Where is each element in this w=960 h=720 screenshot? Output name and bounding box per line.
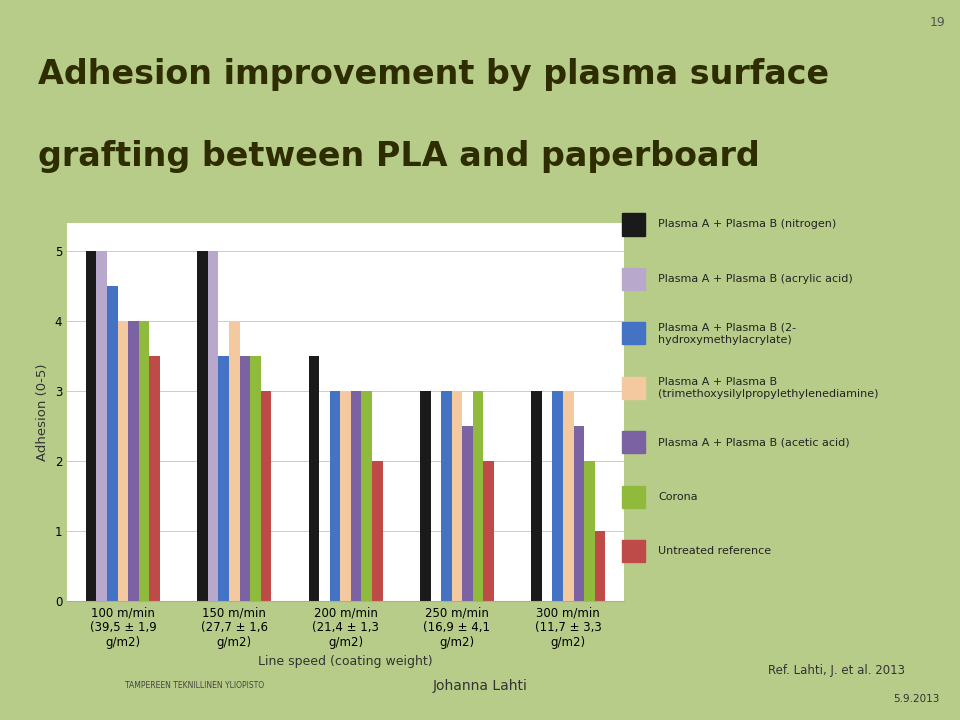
Bar (622, 377, 645, 399)
Bar (117, 321, 129, 601)
Text: Plasma A + Plasma B (nitrogen): Plasma A + Plasma B (nitrogen) (659, 220, 836, 230)
Text: 5.9.2013: 5.9.2013 (893, 694, 939, 704)
Bar (451, 391, 463, 601)
Bar (563, 391, 574, 601)
Bar (552, 391, 563, 601)
Bar (207, 251, 218, 601)
Text: Plasma A + Plasma B (acetic acid): Plasma A + Plasma B (acetic acid) (659, 437, 850, 447)
Bar (484, 462, 494, 601)
Bar (261, 391, 272, 601)
Bar (340, 391, 351, 601)
Bar (595, 531, 606, 601)
Bar (362, 391, 372, 601)
Bar (622, 485, 645, 508)
Bar (197, 251, 207, 601)
Bar (329, 391, 340, 601)
Bar (228, 321, 240, 601)
Bar (218, 356, 228, 601)
Bar (463, 426, 473, 601)
Bar (622, 268, 645, 290)
Text: 19: 19 (930, 16, 946, 29)
Bar (441, 391, 451, 601)
Text: Untreated reference: Untreated reference (659, 546, 772, 556)
Text: Plasma A + Plasma B (acrylic acid): Plasma A + Plasma B (acrylic acid) (659, 274, 853, 284)
Bar (251, 356, 261, 601)
Bar (622, 323, 645, 344)
Bar (420, 391, 430, 601)
Bar (622, 540, 645, 562)
Bar (585, 462, 595, 601)
Bar (139, 321, 150, 601)
Bar (129, 321, 139, 601)
Bar (473, 391, 484, 601)
Text: Johanna Lahti: Johanna Lahti (433, 679, 527, 693)
Bar (96, 251, 107, 601)
Text: Ref. Lahti, J. et al. 2013: Ref. Lahti, J. et al. 2013 (768, 665, 905, 678)
Y-axis label: Adhesion (0-5): Adhesion (0-5) (36, 364, 49, 461)
Text: TAMPEREEN TEKNILLINEN YLIOPISTO: TAMPEREEN TEKNILLINEN YLIOPISTO (125, 681, 264, 690)
Bar (150, 356, 160, 601)
Text: Adhesion improvement by plasma surface: Adhesion improvement by plasma surface (38, 58, 829, 91)
Bar (351, 391, 362, 601)
Bar (531, 391, 541, 601)
Bar (372, 462, 383, 601)
Bar (85, 251, 96, 601)
Bar (622, 213, 645, 235)
X-axis label: Line speed (coating weight): Line speed (coating weight) (258, 654, 433, 667)
Text: grafting between PLA and paperboard: grafting between PLA and paperboard (38, 140, 760, 173)
Text: Corona: Corona (659, 492, 698, 502)
Bar (574, 426, 585, 601)
Bar (622, 431, 645, 454)
Bar (240, 356, 251, 601)
Text: Plasma A + Plasma B (2-
hydroxymethylacrylate): Plasma A + Plasma B (2- hydroxymethylacr… (659, 322, 797, 345)
Bar (308, 356, 319, 601)
Bar (107, 286, 117, 601)
Text: Plasma A + Plasma B
(trimethoxysilylpropylethylenediamine): Plasma A + Plasma B (trimethoxysilylprop… (659, 377, 878, 399)
